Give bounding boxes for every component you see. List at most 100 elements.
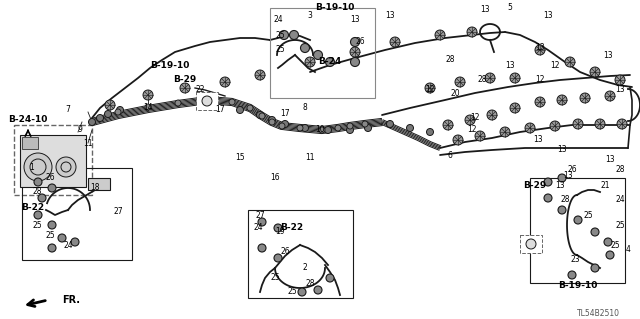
Text: 25: 25 xyxy=(275,46,285,55)
Text: 28: 28 xyxy=(32,188,42,197)
Text: 2: 2 xyxy=(303,263,307,272)
Text: 25: 25 xyxy=(32,220,42,229)
Text: 4: 4 xyxy=(625,246,630,255)
Text: 16: 16 xyxy=(270,174,280,182)
Circle shape xyxy=(346,127,353,133)
Text: 13: 13 xyxy=(543,11,553,19)
Circle shape xyxy=(544,178,552,186)
Circle shape xyxy=(467,27,477,37)
Circle shape xyxy=(535,45,545,55)
Circle shape xyxy=(510,103,520,113)
Text: 24: 24 xyxy=(253,224,263,233)
Text: 14: 14 xyxy=(143,103,153,113)
Circle shape xyxy=(558,174,566,182)
Circle shape xyxy=(38,194,46,202)
Circle shape xyxy=(97,115,104,122)
Text: 20: 20 xyxy=(450,88,460,98)
Text: B-24: B-24 xyxy=(318,57,342,66)
Circle shape xyxy=(274,254,282,262)
Circle shape xyxy=(326,57,335,66)
Circle shape xyxy=(205,97,211,103)
Circle shape xyxy=(282,121,289,128)
Circle shape xyxy=(297,125,303,131)
Circle shape xyxy=(544,194,552,202)
Circle shape xyxy=(574,216,582,224)
Circle shape xyxy=(314,286,322,294)
Circle shape xyxy=(500,127,510,137)
Text: 13: 13 xyxy=(535,43,545,53)
Text: 13: 13 xyxy=(563,170,573,180)
Circle shape xyxy=(535,97,545,107)
Circle shape xyxy=(34,178,42,186)
Circle shape xyxy=(390,37,400,47)
Circle shape xyxy=(269,119,275,125)
Circle shape xyxy=(565,57,575,67)
Circle shape xyxy=(351,57,360,66)
Text: 28: 28 xyxy=(477,76,487,85)
Text: 13: 13 xyxy=(350,16,360,25)
Text: 7: 7 xyxy=(65,106,70,115)
Bar xyxy=(22,168,132,260)
Circle shape xyxy=(365,124,371,131)
Circle shape xyxy=(116,107,124,114)
Text: 13: 13 xyxy=(480,5,490,14)
Text: 15: 15 xyxy=(235,153,245,162)
Text: 26: 26 xyxy=(280,248,290,256)
Circle shape xyxy=(615,75,625,85)
Circle shape xyxy=(573,119,583,129)
Text: 24: 24 xyxy=(273,16,283,25)
Text: TL54B2510: TL54B2510 xyxy=(577,308,620,317)
Circle shape xyxy=(71,238,79,246)
Circle shape xyxy=(350,47,360,57)
Circle shape xyxy=(487,110,497,120)
Text: 27: 27 xyxy=(113,207,123,217)
Text: 13: 13 xyxy=(603,50,613,60)
Circle shape xyxy=(319,127,325,133)
Text: 17: 17 xyxy=(215,106,225,115)
Circle shape xyxy=(274,224,282,232)
Text: 12: 12 xyxy=(425,85,435,94)
Circle shape xyxy=(591,264,599,272)
Text: 11: 11 xyxy=(83,138,93,147)
Circle shape xyxy=(475,131,485,141)
Bar xyxy=(22,137,38,149)
Text: 11: 11 xyxy=(305,153,315,162)
Circle shape xyxy=(550,121,560,131)
Text: 13: 13 xyxy=(533,136,543,145)
Text: 21: 21 xyxy=(600,181,610,189)
Text: 13: 13 xyxy=(555,181,565,189)
Text: 1: 1 xyxy=(29,164,35,173)
Circle shape xyxy=(580,93,590,103)
Text: B-24-10: B-24-10 xyxy=(8,115,48,124)
Circle shape xyxy=(24,153,52,181)
Circle shape xyxy=(143,90,153,100)
Circle shape xyxy=(61,162,71,172)
Circle shape xyxy=(604,238,612,246)
Bar xyxy=(248,210,353,298)
Text: 13: 13 xyxy=(605,155,615,165)
Circle shape xyxy=(526,239,536,249)
Circle shape xyxy=(443,120,453,130)
Circle shape xyxy=(387,121,394,128)
Text: 25: 25 xyxy=(615,220,625,229)
Bar xyxy=(88,178,110,190)
Circle shape xyxy=(255,70,265,80)
Circle shape xyxy=(30,159,46,175)
Text: 25: 25 xyxy=(287,287,297,296)
Text: B-22: B-22 xyxy=(280,224,303,233)
Circle shape xyxy=(425,83,435,93)
Text: B-29: B-29 xyxy=(524,181,547,189)
Text: B-19-10: B-19-10 xyxy=(316,4,355,12)
Bar xyxy=(520,235,542,253)
Circle shape xyxy=(175,100,181,106)
Text: 25: 25 xyxy=(583,211,593,219)
Circle shape xyxy=(326,274,334,282)
Circle shape xyxy=(88,118,95,125)
Circle shape xyxy=(617,119,627,129)
Text: 13: 13 xyxy=(505,61,515,70)
Bar xyxy=(196,92,218,110)
Circle shape xyxy=(301,43,310,53)
Text: 26: 26 xyxy=(567,166,577,174)
Text: 13: 13 xyxy=(615,85,625,94)
Circle shape xyxy=(324,127,332,133)
